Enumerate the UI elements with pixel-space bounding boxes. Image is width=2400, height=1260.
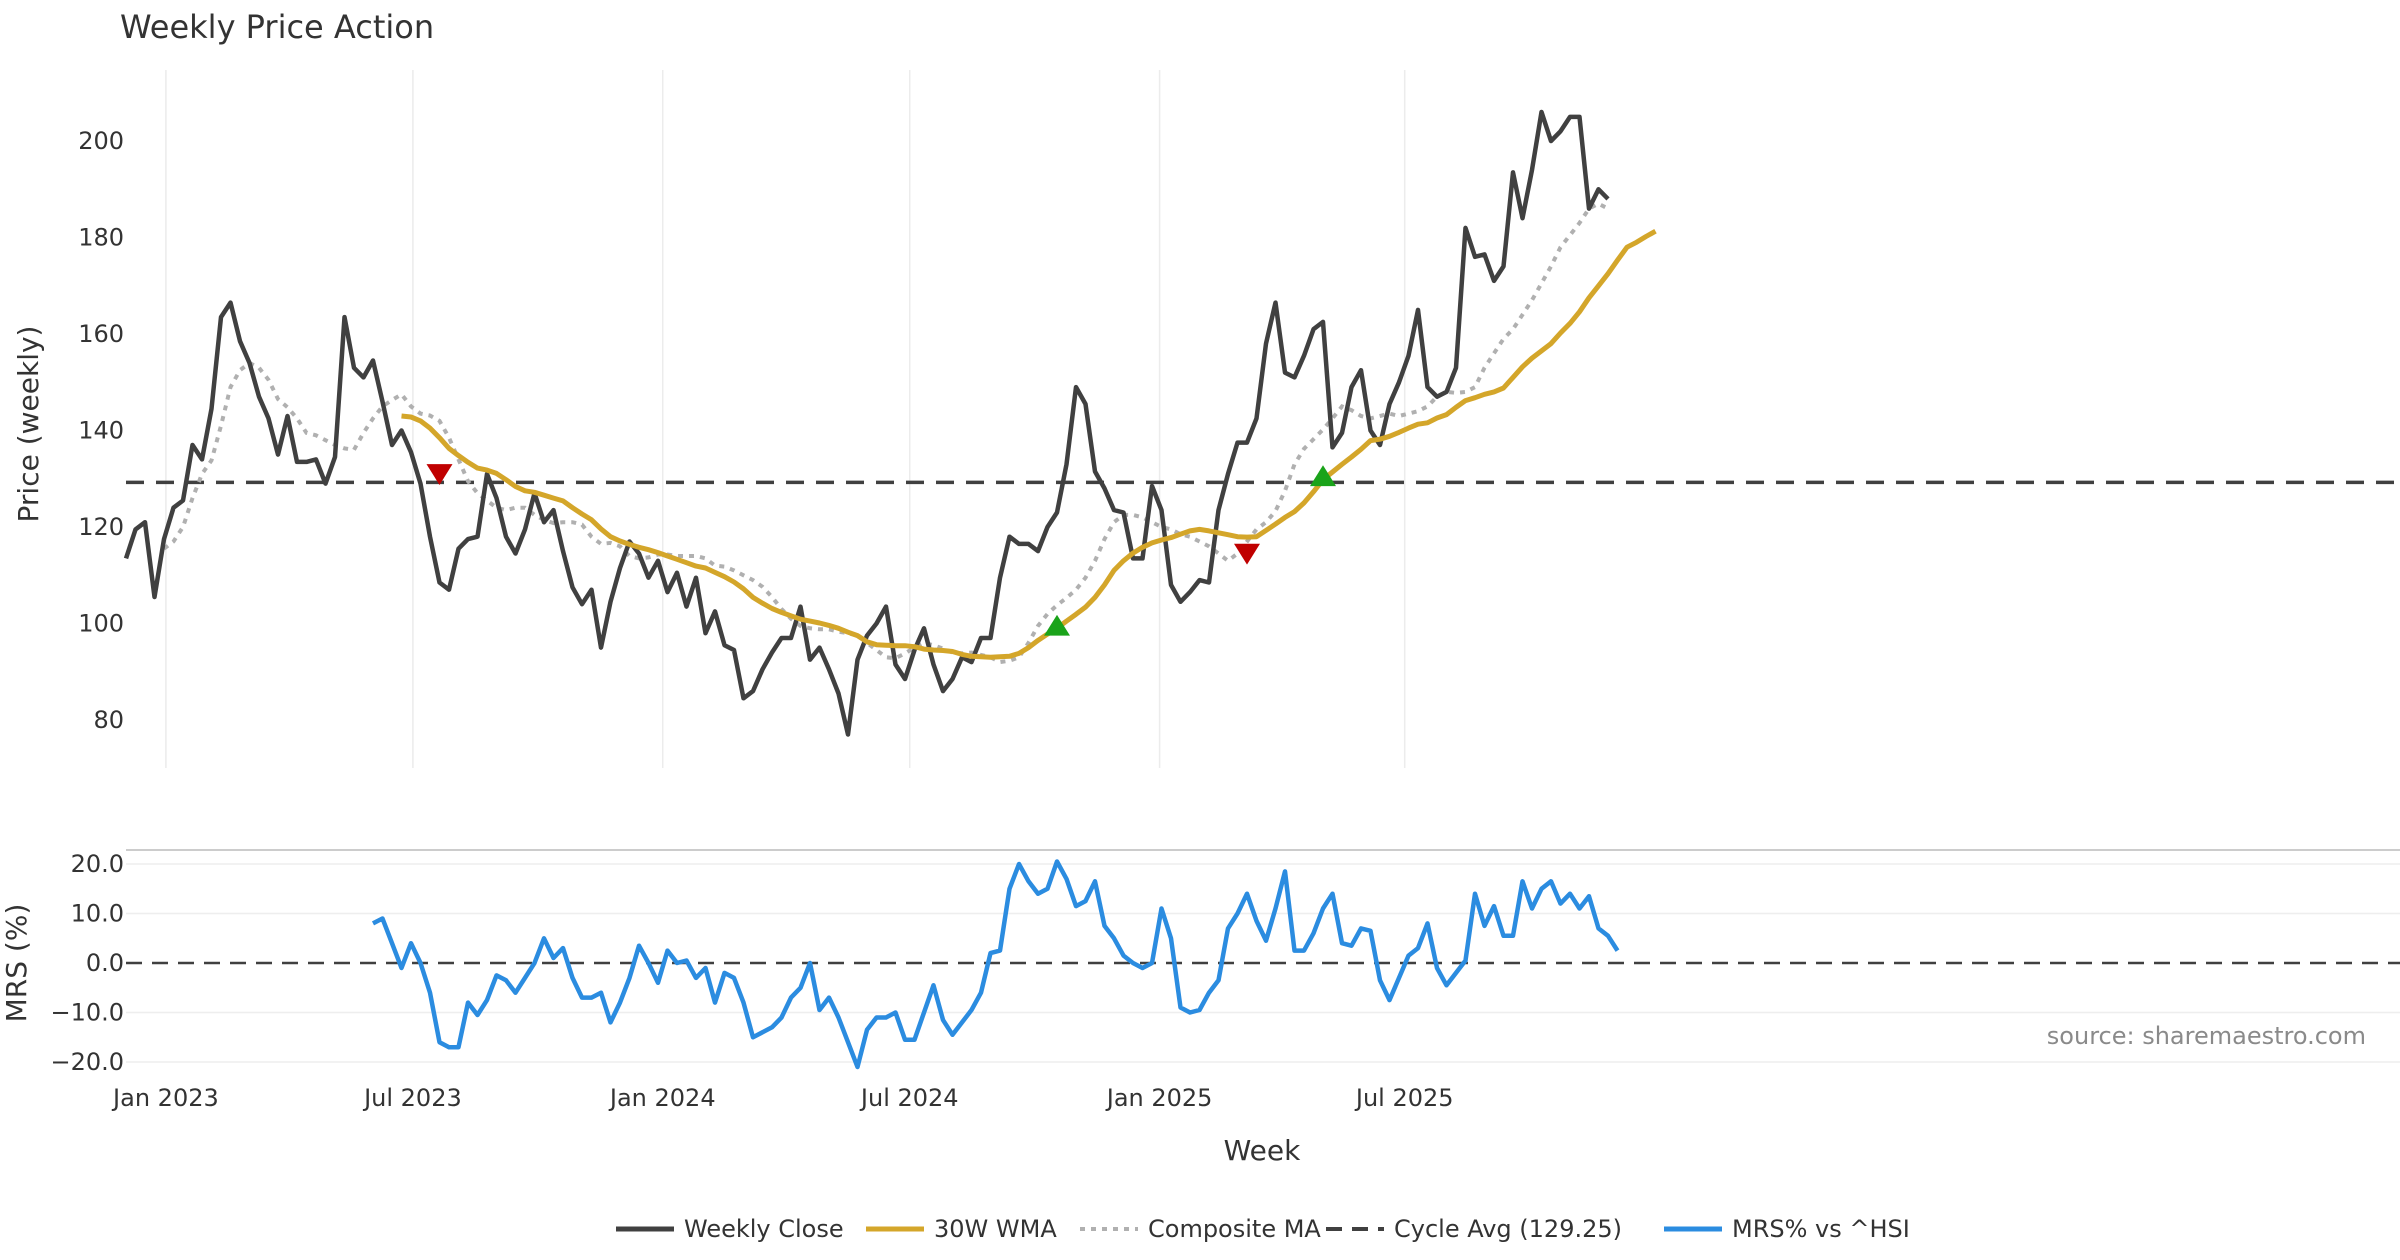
composite-ma-line: [162, 201, 1609, 665]
weekly-close-line: [123, 109, 1610, 737]
legend-item-3: Cycle Avg (129.25): [1326, 1215, 1622, 1243]
x-tick-4: Jan 2025: [1105, 1084, 1213, 1112]
legend-label-2: Composite MA: [1148, 1215, 1321, 1243]
buy-signal-marker-3: [1310, 465, 1336, 487]
price-y-tick-80: 80: [93, 706, 124, 734]
legend-item-4: MRS% vs ^HSI: [1664, 1215, 1910, 1243]
mrs-y-tick-1: 10.0: [71, 900, 124, 928]
mrs-gridlines: [126, 863, 2400, 1063]
buy-signal-marker-1: [1044, 614, 1070, 636]
wma-30w-line: [401, 229, 1657, 660]
mrs-y-tick-0: 20.0: [71, 850, 124, 878]
price-y-tick-140: 140: [78, 417, 124, 445]
mrs-y-tick-3: −10.0: [50, 999, 124, 1027]
price-y-tick-160: 160: [78, 320, 124, 348]
legend-label-3: Cycle Avg (129.25): [1394, 1215, 1622, 1243]
legend-label-4: MRS% vs ^HSI: [1732, 1215, 1910, 1243]
price-y-tick-200: 200: [78, 127, 124, 155]
price-y-tick-120: 120: [78, 513, 124, 541]
x-tick-2: Jan 2024: [608, 1084, 716, 1112]
mrs-line: [371, 859, 1620, 1070]
signal-markers: [426, 464, 1336, 636]
legend: Weekly Close 30W WMA Composite MA Cycle Avg…: [616, 1215, 1910, 1243]
x-tick-3: Jul 2024: [859, 1084, 959, 1112]
x-axis-label: Week: [1224, 1134, 1301, 1167]
price-y-axis-label: Price (weekly): [12, 326, 45, 523]
sell-signal-marker-0: [426, 464, 453, 485]
price-y-tick-180: 180: [78, 224, 124, 252]
mrs-y-tick-2: 0.0: [86, 949, 124, 977]
source-label: source: sharemaestro.com: [2047, 1022, 2366, 1050]
x-tick-5: Jul 2025: [1354, 1084, 1454, 1112]
x-tick-labels: Jan 2023 Jul 2023 Jan 2024 Jul 2024 Jan 2025…: [111, 1084, 1453, 1112]
legend-label-0: Weekly Close: [684, 1215, 844, 1243]
price-y-ticks: 80 100 120 140 160 180 200: [78, 127, 124, 734]
x-tick-0: Jan 2023: [111, 1084, 219, 1112]
sell-signal-marker-2: [1234, 543, 1260, 565]
legend-label-1: 30W WMA: [934, 1215, 1057, 1243]
mrs-y-ticks: 20.0 10.0 0.0 −10.0 −20.0: [50, 850, 124, 1076]
legend-item-2: Composite MA: [1080, 1215, 1321, 1243]
chart-title: Weekly Price Action: [120, 8, 434, 46]
x-tick-1: Jul 2023: [362, 1084, 462, 1112]
price-y-tick-100: 100: [78, 610, 124, 638]
mrs-y-axis-label: MRS (%): [0, 904, 33, 1023]
legend-item-1: 30W WMA: [866, 1215, 1057, 1243]
price-gridlines: [165, 70, 1406, 768]
legend-item-0: Weekly Close: [616, 1215, 844, 1243]
mrs-y-tick-4: −20.0: [50, 1048, 124, 1076]
